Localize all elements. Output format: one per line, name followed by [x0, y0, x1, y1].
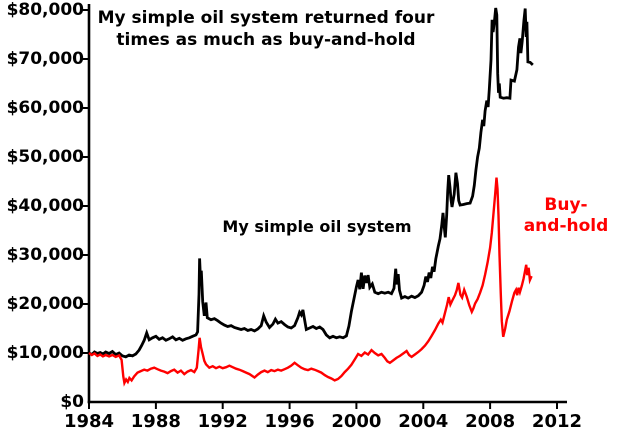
y-tick-label: $80,000	[6, 0, 84, 20]
series-line-1	[88, 177, 533, 387]
series-label-buy-and-hold-line1: Buy-	[544, 195, 588, 215]
series-line-0	[88, 7, 534, 359]
y-tick-label: $20,000	[6, 294, 84, 314]
y-tick-label: $30,000	[6, 245, 84, 265]
y-tick-label: $40,000	[6, 196, 84, 216]
y-tick-label: $70,000	[6, 49, 84, 69]
y-tick-label: $60,000	[6, 98, 84, 118]
y-tick-label: $10,000	[6, 343, 84, 363]
y-tick-label: $0	[60, 392, 84, 412]
y-tick-label: $50,000	[6, 147, 84, 167]
series-label-buy-and-hold-line2: and-hold	[523, 216, 609, 236]
x-tick-label: 1988	[130, 411, 181, 432]
x-tick-label: 1992	[197, 411, 248, 432]
x-tick-label: 2012	[531, 411, 583, 432]
x-tick-label: 2004	[398, 411, 449, 432]
chart-title: My simple oil system returned four times…	[66, 7, 466, 51]
series-label-buy-and-hold: Buy- and-hold	[516, 195, 616, 237]
x-tick-label: 1984	[63, 411, 115, 432]
x-tick-label: 2008	[465, 411, 516, 432]
x-tick-label: 1996	[264, 411, 315, 432]
series-label-oil-system: My simple oil system	[222, 217, 412, 236]
chart-title-line1: My simple oil system returned four	[97, 8, 435, 28]
chart-title-line2: times as much as buy-and-hold	[116, 30, 416, 50]
x-tick-label: 2000	[331, 411, 382, 432]
